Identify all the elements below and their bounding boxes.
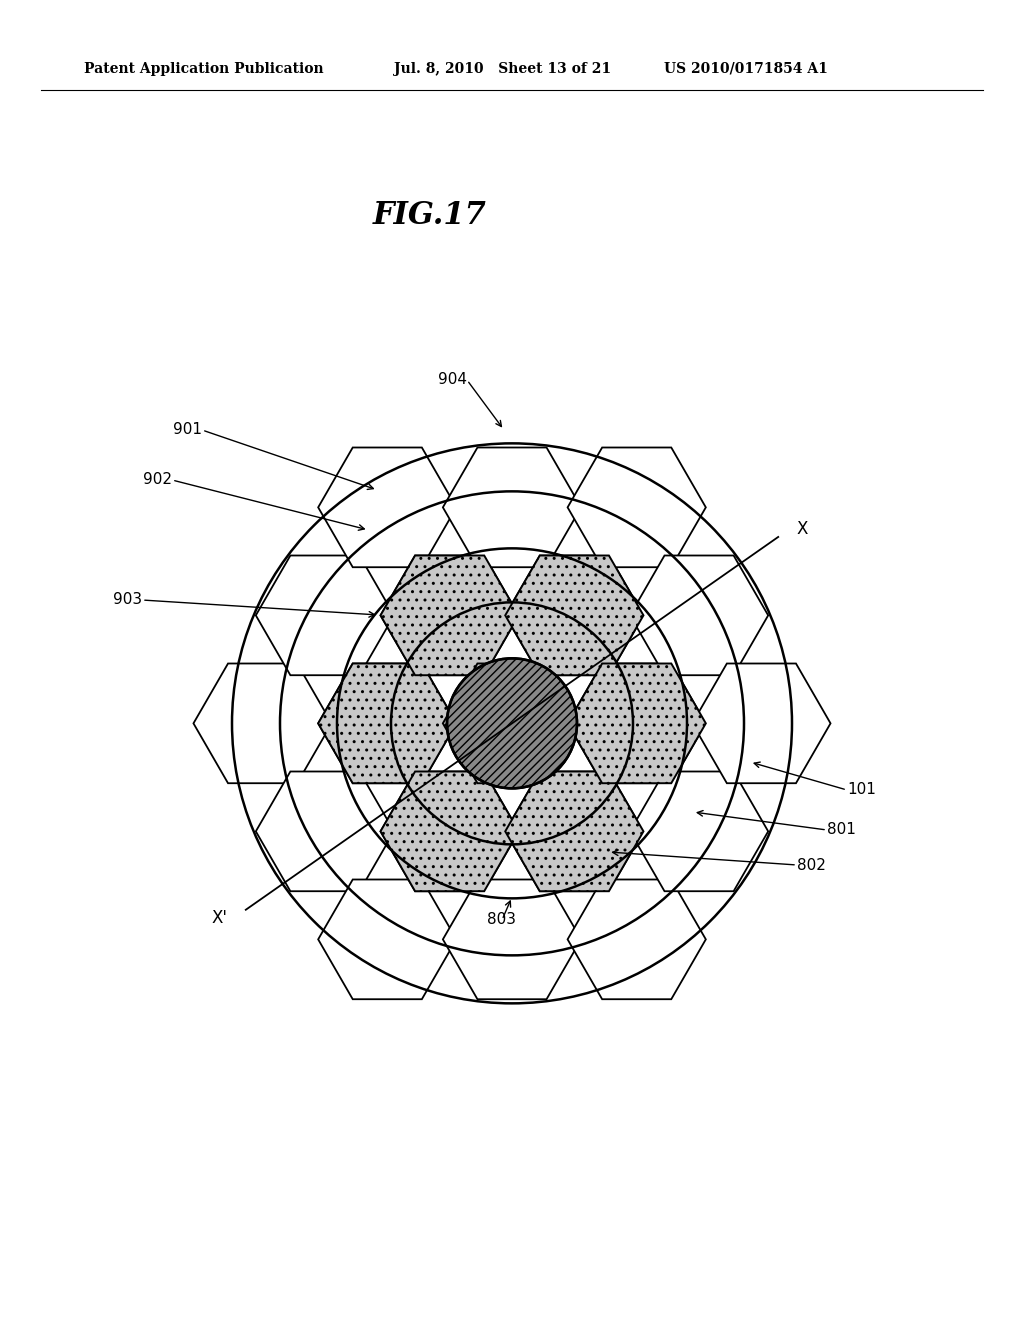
Text: 802: 802 bbox=[797, 858, 826, 873]
Polygon shape bbox=[567, 879, 706, 999]
Polygon shape bbox=[381, 771, 519, 891]
Polygon shape bbox=[505, 556, 643, 676]
Polygon shape bbox=[505, 771, 643, 891]
Polygon shape bbox=[567, 447, 706, 568]
Polygon shape bbox=[256, 556, 394, 676]
Text: Patent Application Publication: Patent Application Publication bbox=[84, 62, 324, 75]
Polygon shape bbox=[630, 771, 768, 891]
Polygon shape bbox=[381, 771, 519, 891]
Polygon shape bbox=[318, 664, 457, 783]
Circle shape bbox=[447, 659, 577, 788]
Text: X': X' bbox=[212, 908, 227, 927]
Polygon shape bbox=[381, 556, 519, 676]
Polygon shape bbox=[442, 664, 582, 783]
Text: US 2010/0171854 A1: US 2010/0171854 A1 bbox=[664, 62, 827, 75]
Text: 101: 101 bbox=[847, 783, 876, 797]
Polygon shape bbox=[318, 879, 457, 999]
Polygon shape bbox=[381, 556, 519, 676]
Polygon shape bbox=[256, 771, 394, 891]
Text: 902: 902 bbox=[143, 473, 172, 487]
Polygon shape bbox=[442, 664, 582, 783]
Polygon shape bbox=[567, 664, 706, 783]
Text: FIG.17: FIG.17 bbox=[373, 199, 487, 231]
Text: 903: 903 bbox=[113, 593, 142, 607]
Text: 904: 904 bbox=[438, 372, 467, 388]
Polygon shape bbox=[505, 771, 643, 891]
Text: 803: 803 bbox=[487, 912, 516, 928]
Polygon shape bbox=[442, 879, 582, 999]
Polygon shape bbox=[505, 556, 643, 676]
Text: Jul. 8, 2010   Sheet 13 of 21: Jul. 8, 2010 Sheet 13 of 21 bbox=[394, 62, 611, 75]
Polygon shape bbox=[318, 664, 457, 783]
Text: 801: 801 bbox=[827, 822, 856, 837]
Text: X: X bbox=[797, 520, 808, 539]
Polygon shape bbox=[442, 447, 582, 568]
Polygon shape bbox=[630, 556, 768, 676]
Polygon shape bbox=[194, 664, 332, 783]
Polygon shape bbox=[692, 664, 830, 783]
Polygon shape bbox=[567, 664, 706, 783]
Text: 901: 901 bbox=[173, 422, 202, 437]
Polygon shape bbox=[318, 447, 457, 568]
